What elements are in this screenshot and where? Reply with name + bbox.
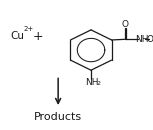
Text: Cu: Cu xyxy=(11,31,25,41)
Text: +: + xyxy=(33,30,44,43)
Text: NH: NH xyxy=(85,78,99,87)
Text: O: O xyxy=(122,20,129,29)
Text: NH: NH xyxy=(135,35,149,44)
Text: Products: Products xyxy=(34,112,82,122)
Text: 2+: 2+ xyxy=(24,26,34,32)
Text: OH: OH xyxy=(147,35,153,44)
Text: 2: 2 xyxy=(96,81,100,86)
